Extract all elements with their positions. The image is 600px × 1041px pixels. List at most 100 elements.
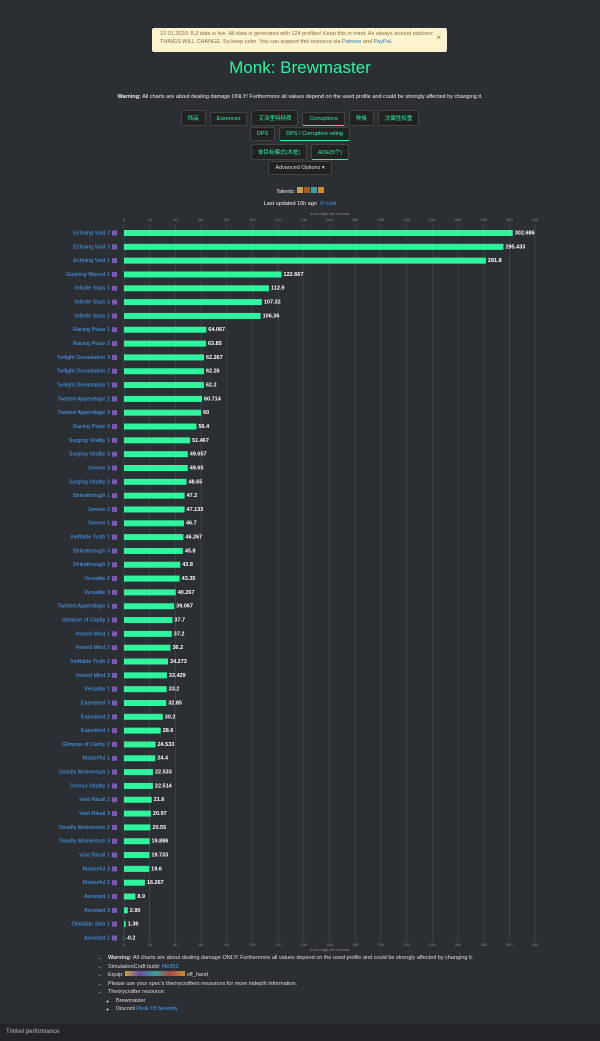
value-label: 302.686 <box>515 230 535 236</box>
value-label: 33.2 <box>169 687 180 693</box>
bar <box>124 492 185 499</box>
category-label: Severe 1 <box>88 521 110 527</box>
banner-connector: and <box>362 39 372 45</box>
icon <box>112 465 117 471</box>
bar <box>124 741 156 748</box>
note-label: SimulationCraft build: <box>108 963 161 970</box>
value-label: 112.9 <box>271 286 284 292</box>
note-text: All charts are about dealing damage ONLY… <box>132 955 474 961</box>
category-label: Masterful 1 <box>83 756 110 762</box>
value-label: 62.2 <box>206 383 217 389</box>
x-tick-label: 280 <box>480 217 487 222</box>
paypal-link[interactable]: PayPal. <box>373 39 393 45</box>
bar <box>124 285 270 292</box>
nav-row: 饰品 Essences 艾泽里特特质 Corruptions 种族 次属性权重 <box>0 110 600 126</box>
value-label: 43.35 <box>182 576 196 582</box>
value-label: 33.429 <box>169 673 186 679</box>
bar <box>124 893 136 900</box>
bar <box>124 243 504 250</box>
icon <box>112 368 117 374</box>
nav-button[interactable]: 单目标模式(木桩) <box>250 144 308 160</box>
category-label: Masterful 3 <box>83 866 110 872</box>
patreon-link[interactable]: Patreon <box>342 39 362 45</box>
icon <box>112 811 117 817</box>
icon <box>112 935 117 941</box>
category-label: Severe 2 <box>88 507 110 513</box>
note-label: Warning: <box>108 955 132 961</box>
nav-button[interactable]: 次属性权重 <box>377 110 420 126</box>
bar <box>124 423 197 430</box>
icon <box>112 410 117 416</box>
category-label: Twisted Appendage 3 <box>57 410 110 416</box>
nav-button[interactable]: DPS <box>249 127 276 141</box>
x-tick-label: 60 <box>199 942 204 947</box>
category-label: Versatile 2 <box>84 576 110 582</box>
build-link[interactable]: f4b352 <box>161 963 179 970</box>
advanced-options[interactable]: Advanced Options ▾ <box>268 161 332 175</box>
nav-button[interactable]: 饰品 <box>180 110 206 126</box>
value-label: 43.8 <box>182 562 193 568</box>
link[interactable]: ⟳ Link <box>320 201 337 207</box>
icon <box>112 341 117 347</box>
nav-button[interactable]: AOE(5个) <box>311 144 349 160</box>
talents: Talents: <box>0 187 600 195</box>
page-title: Monk: Brewmaster <box>229 58 371 77</box>
bar <box>124 630 172 637</box>
icon <box>112 728 117 734</box>
icon <box>112 230 117 236</box>
category-label: Obsidian Skin 1 <box>71 922 110 928</box>
nav-button[interactable]: 种族 <box>348 110 374 126</box>
bar <box>124 865 150 872</box>
category-label: Surging Vitality 1 <box>69 438 110 444</box>
note: Please use your spec's theorycrafters re… <box>108 980 473 989</box>
note-text: off_hand <box>186 972 208 978</box>
value-label: 32.85 <box>168 700 182 706</box>
category-label: Versatile 3 <box>84 590 110 596</box>
bar <box>124 810 151 817</box>
icon <box>112 285 117 291</box>
value-label: 62.267 <box>206 355 223 361</box>
value-label: 49.657 <box>190 452 207 458</box>
bar <box>124 230 513 236</box>
note: SimulationCraft build: f4b352 <box>108 963 473 972</box>
value-label: 51.467 <box>192 438 209 444</box>
bar <box>124 354 204 361</box>
close-button[interactable]: × <box>436 33 441 42</box>
nav-button[interactable]: Corruptions <box>302 112 345 126</box>
nav-button[interactable]: 艾泽里特特质 <box>251 110 299 126</box>
category-label: Honed Mind 1 <box>76 631 110 637</box>
x-tick-label: 160 <box>326 942 333 947</box>
value-label: 60 <box>203 410 209 416</box>
category-label: Twisted Appendage 1 <box>57 604 110 610</box>
category-label: Versatile 1 <box>84 687 110 693</box>
value-label: 8.9 <box>137 894 145 900</box>
bar <box>124 547 183 554</box>
nav-button[interactable]: DPS / Corruption rating <box>279 127 351 141</box>
note-text: Theorycrafter resource: <box>108 989 166 995</box>
icon <box>112 299 117 305</box>
bar <box>124 589 176 596</box>
icon <box>112 700 117 706</box>
category-label: Expedient 3 <box>81 700 110 706</box>
discord-link[interactable]: Peak Of Serenity <box>136 1006 178 1012</box>
category-label: Echoing Void 3 <box>73 244 110 250</box>
value-label: 49.65 <box>190 465 204 471</box>
icon <box>112 631 117 637</box>
bar <box>124 796 152 803</box>
x-tick-label: 120 <box>275 217 282 222</box>
bar <box>124 672 167 679</box>
category-label: Racing Pulse 1 <box>73 327 110 333</box>
nav-button[interactable]: Essences <box>209 112 248 126</box>
value-label: 22.533 <box>155 770 172 776</box>
bar <box>124 368 204 375</box>
value-label: 46.7 <box>186 521 197 527</box>
bar <box>124 465 188 471</box>
category-label: Gushing Wound 1 <box>66 272 110 278</box>
value-label: 34.273 <box>170 659 187 665</box>
x-tick-label: 200 <box>378 217 385 222</box>
category-label: Racing Pulse 2 <box>73 341 110 347</box>
category-label: Deadly Momentum 3 <box>59 839 110 845</box>
bar <box>124 603 175 610</box>
x-tick-label: 20 <box>147 942 152 947</box>
icon <box>112 396 117 402</box>
